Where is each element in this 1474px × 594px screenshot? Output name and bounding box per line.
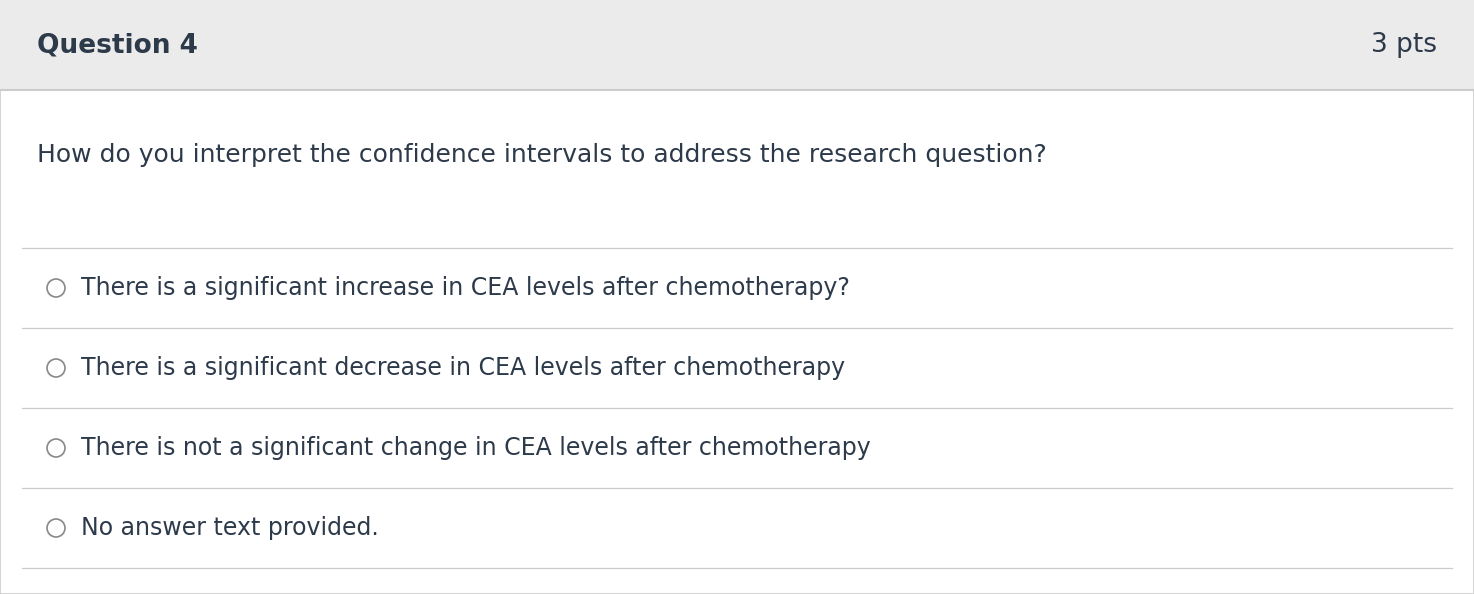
Text: There is not a significant change in CEA levels after chemotherapy: There is not a significant change in CEA… xyxy=(81,436,871,460)
Text: Question 4: Question 4 xyxy=(37,32,198,58)
Text: 3 pts: 3 pts xyxy=(1371,32,1437,58)
Text: No answer text provided.: No answer text provided. xyxy=(81,516,379,540)
Text: How do you interpret the confidence intervals to address the research question?: How do you interpret the confidence inte… xyxy=(37,143,1047,167)
Text: There is a significant increase in CEA levels after chemotherapy?: There is a significant increase in CEA l… xyxy=(81,276,850,300)
Text: There is a significant decrease in CEA levels after chemotherapy: There is a significant decrease in CEA l… xyxy=(81,356,845,380)
FancyBboxPatch shape xyxy=(0,0,1474,90)
